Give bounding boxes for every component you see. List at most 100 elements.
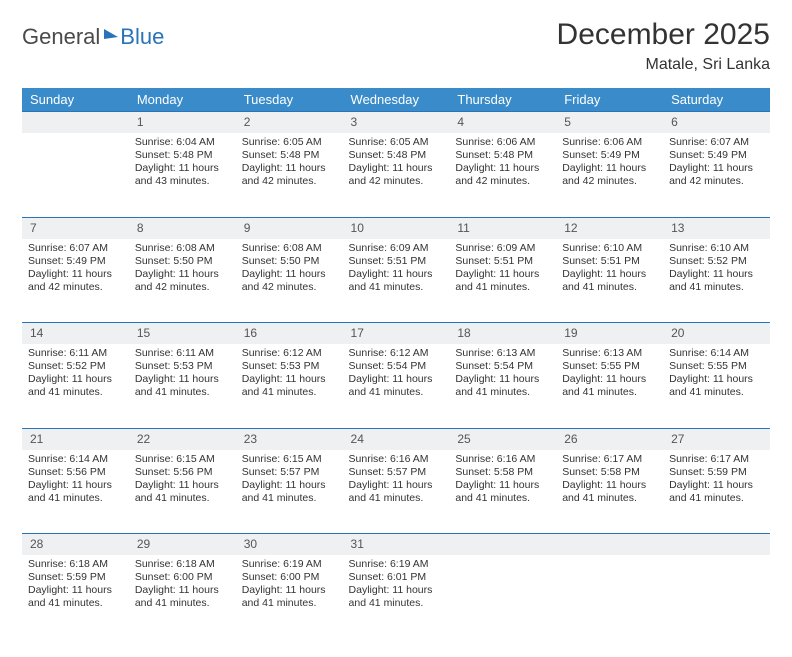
sunrise-text: Sunrise: 6:19 AM xyxy=(349,558,444,571)
day1-text: Daylight: 11 hours xyxy=(28,479,123,492)
day1-text: Daylight: 11 hours xyxy=(135,584,230,597)
day2-text: and 41 minutes. xyxy=(28,597,123,610)
sunrise-text: Sunrise: 6:07 AM xyxy=(669,136,764,149)
day-cell: Sunrise: 6:17 AMSunset: 5:59 PMDaylight:… xyxy=(663,450,770,534)
day2-text: and 42 minutes. xyxy=(669,175,764,188)
sunset-text: Sunset: 5:53 PM xyxy=(135,360,230,373)
sunset-text: Sunset: 5:48 PM xyxy=(349,149,444,162)
sunrise-text: Sunrise: 6:11 AM xyxy=(28,347,123,360)
day-content-row: Sunrise: 6:11 AMSunset: 5:52 PMDaylight:… xyxy=(22,344,770,428)
sunrise-text: Sunrise: 6:13 AM xyxy=(455,347,550,360)
empty-cell xyxy=(449,555,556,639)
weekday-header: Thursday xyxy=(449,88,556,112)
day1-text: Daylight: 11 hours xyxy=(242,584,337,597)
calendar-body: 123456Sunrise: 6:04 AMSunset: 5:48 PMDay… xyxy=(22,112,770,640)
brand-part1: General xyxy=(22,24,100,50)
sunrise-text: Sunrise: 6:12 AM xyxy=(242,347,337,360)
weekday-row: SundayMondayTuesdayWednesdayThursdayFrid… xyxy=(22,88,770,112)
sunrise-text: Sunrise: 6:17 AM xyxy=(669,453,764,466)
day1-text: Daylight: 11 hours xyxy=(242,479,337,492)
sunset-text: Sunset: 5:49 PM xyxy=(669,149,764,162)
day1-text: Daylight: 11 hours xyxy=(455,162,550,175)
day-number-row: 28293031 xyxy=(22,534,770,556)
sunset-text: Sunset: 5:48 PM xyxy=(242,149,337,162)
day-cell: Sunrise: 6:12 AMSunset: 5:53 PMDaylight:… xyxy=(236,344,343,428)
sunset-text: Sunset: 5:50 PM xyxy=(135,255,230,268)
empty-cell xyxy=(22,112,129,134)
day-cell: Sunrise: 6:13 AMSunset: 5:54 PMDaylight:… xyxy=(449,344,556,428)
sunrise-text: Sunrise: 6:05 AM xyxy=(242,136,337,149)
calendar-page: General Blue December 2025 Matale, Sri L… xyxy=(0,0,792,657)
sunset-text: Sunset: 5:49 PM xyxy=(562,149,657,162)
day-number-row: 78910111213 xyxy=(22,217,770,239)
day-number: 16 xyxy=(236,323,343,345)
day-cell: Sunrise: 6:14 AMSunset: 5:56 PMDaylight:… xyxy=(22,450,129,534)
day-cell: Sunrise: 6:13 AMSunset: 5:55 PMDaylight:… xyxy=(556,344,663,428)
sunrise-text: Sunrise: 6:09 AM xyxy=(455,242,550,255)
day1-text: Daylight: 11 hours xyxy=(562,162,657,175)
day2-text: and 41 minutes. xyxy=(562,386,657,399)
day2-text: and 42 minutes. xyxy=(562,175,657,188)
day2-text: and 42 minutes. xyxy=(28,281,123,294)
weekday-header: Saturday xyxy=(663,88,770,112)
day-number: 28 xyxy=(22,534,129,556)
day-number: 5 xyxy=(556,112,663,134)
day-number: 22 xyxy=(129,428,236,450)
sunset-text: Sunset: 5:54 PM xyxy=(349,360,444,373)
day-number-row: 14151617181920 xyxy=(22,323,770,345)
sunrise-text: Sunrise: 6:15 AM xyxy=(242,453,337,466)
sunset-text: Sunset: 5:51 PM xyxy=(455,255,550,268)
day-cell: Sunrise: 6:10 AMSunset: 5:52 PMDaylight:… xyxy=(663,239,770,323)
sunrise-text: Sunrise: 6:04 AM xyxy=(135,136,230,149)
day-number: 1 xyxy=(129,112,236,134)
day2-text: and 41 minutes. xyxy=(562,281,657,294)
day-number-row: 123456 xyxy=(22,112,770,134)
sunrise-text: Sunrise: 6:11 AM xyxy=(135,347,230,360)
day2-text: and 42 minutes. xyxy=(135,281,230,294)
sunset-text: Sunset: 5:58 PM xyxy=(455,466,550,479)
sunrise-text: Sunrise: 6:07 AM xyxy=(28,242,123,255)
sunset-text: Sunset: 5:57 PM xyxy=(349,466,444,479)
day-number: 21 xyxy=(22,428,129,450)
sunrise-text: Sunrise: 6:09 AM xyxy=(349,242,444,255)
day-cell: Sunrise: 6:06 AMSunset: 5:48 PMDaylight:… xyxy=(449,133,556,217)
weekday-header: Tuesday xyxy=(236,88,343,112)
sunset-text: Sunset: 5:56 PM xyxy=(135,466,230,479)
day-number: 17 xyxy=(343,323,450,345)
sunset-text: Sunset: 5:52 PM xyxy=(28,360,123,373)
day2-text: and 42 minutes. xyxy=(242,175,337,188)
sunset-text: Sunset: 5:54 PM xyxy=(455,360,550,373)
sunset-text: Sunset: 5:55 PM xyxy=(562,360,657,373)
sunrise-text: Sunrise: 6:17 AM xyxy=(562,453,657,466)
day-number: 23 xyxy=(236,428,343,450)
weekday-header: Monday xyxy=(129,88,236,112)
day2-text: and 42 minutes. xyxy=(455,175,550,188)
day2-text: and 41 minutes. xyxy=(135,597,230,610)
sunset-text: Sunset: 5:55 PM xyxy=(669,360,764,373)
empty-cell xyxy=(663,534,770,556)
sunset-text: Sunset: 6:00 PM xyxy=(242,571,337,584)
day-number: 8 xyxy=(129,217,236,239)
calendar-head: SundayMondayTuesdayWednesdayThursdayFrid… xyxy=(22,88,770,112)
day1-text: Daylight: 11 hours xyxy=(349,162,444,175)
day1-text: Daylight: 11 hours xyxy=(242,268,337,281)
day2-text: and 41 minutes. xyxy=(669,386,764,399)
day-cell: Sunrise: 6:18 AMSunset: 6:00 PMDaylight:… xyxy=(129,555,236,639)
day2-text: and 41 minutes. xyxy=(242,492,337,505)
day2-text: and 41 minutes. xyxy=(455,281,550,294)
day1-text: Daylight: 11 hours xyxy=(669,162,764,175)
day-number: 6 xyxy=(663,112,770,134)
brand-logo: General Blue xyxy=(22,18,164,50)
day-number: 14 xyxy=(22,323,129,345)
day2-text: and 42 minutes. xyxy=(349,175,444,188)
day-cell: Sunrise: 6:19 AMSunset: 6:00 PMDaylight:… xyxy=(236,555,343,639)
day1-text: Daylight: 11 hours xyxy=(28,584,123,597)
sunset-text: Sunset: 5:48 PM xyxy=(455,149,550,162)
sunset-text: Sunset: 6:00 PM xyxy=(135,571,230,584)
sunset-text: Sunset: 5:51 PM xyxy=(562,255,657,268)
day2-text: and 41 minutes. xyxy=(669,281,764,294)
day1-text: Daylight: 11 hours xyxy=(562,373,657,386)
weekday-header: Wednesday xyxy=(343,88,450,112)
day-cell: Sunrise: 6:08 AMSunset: 5:50 PMDaylight:… xyxy=(236,239,343,323)
day-number: 26 xyxy=(556,428,663,450)
